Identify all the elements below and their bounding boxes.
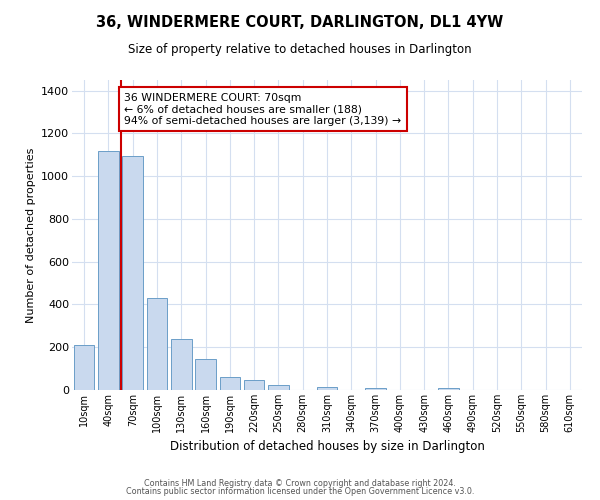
Text: Size of property relative to detached houses in Darlington: Size of property relative to detached ho… bbox=[128, 42, 472, 56]
Bar bbox=[268, 386, 289, 390]
Text: 36 WINDERMERE COURT: 70sqm
← 6% of detached houses are smaller (188)
94% of semi: 36 WINDERMERE COURT: 70sqm ← 6% of detac… bbox=[124, 93, 401, 126]
Y-axis label: Number of detached properties: Number of detached properties bbox=[26, 148, 35, 322]
Bar bbox=[74, 345, 94, 390]
Bar bbox=[317, 387, 337, 390]
Bar bbox=[244, 380, 265, 390]
Bar bbox=[171, 338, 191, 390]
Bar bbox=[365, 388, 386, 390]
Bar bbox=[146, 298, 167, 390]
Text: 36, WINDERMERE COURT, DARLINGTON, DL1 4YW: 36, WINDERMERE COURT, DARLINGTON, DL1 4Y… bbox=[97, 15, 503, 30]
Bar bbox=[438, 388, 459, 390]
Bar bbox=[98, 150, 119, 390]
Bar bbox=[220, 376, 240, 390]
Bar bbox=[195, 360, 216, 390]
Bar bbox=[122, 156, 143, 390]
Text: Contains HM Land Registry data © Crown copyright and database right 2024.: Contains HM Land Registry data © Crown c… bbox=[144, 478, 456, 488]
X-axis label: Distribution of detached houses by size in Darlington: Distribution of detached houses by size … bbox=[170, 440, 484, 454]
Text: Contains public sector information licensed under the Open Government Licence v3: Contains public sector information licen… bbox=[126, 487, 474, 496]
